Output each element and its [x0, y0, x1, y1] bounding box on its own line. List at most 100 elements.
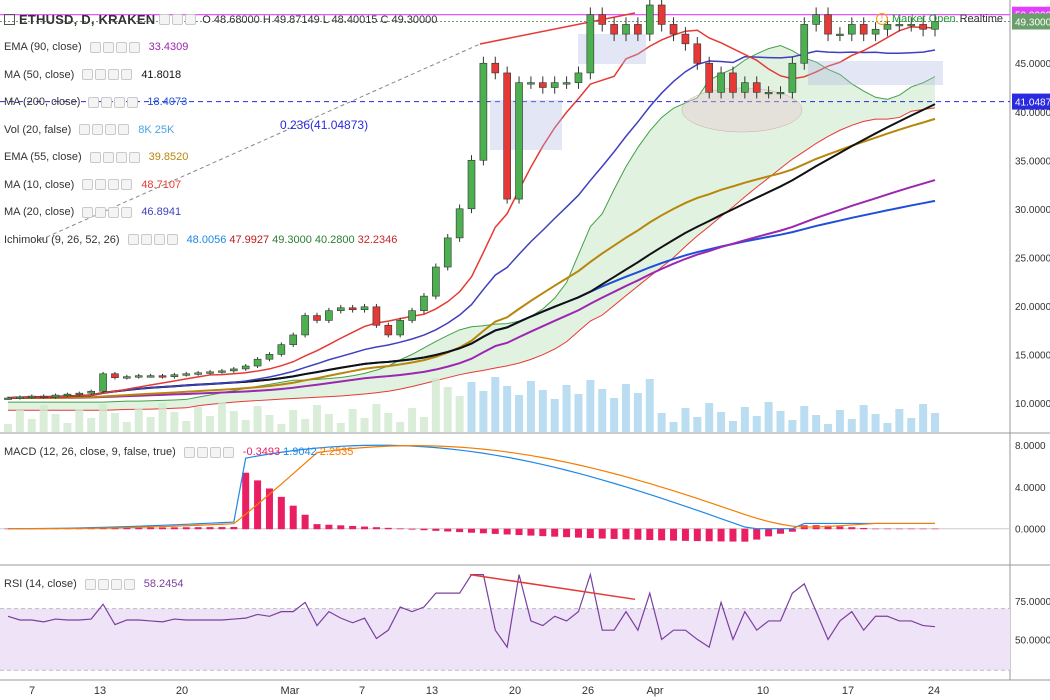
macd-histogram-bar [123, 527, 131, 530]
rsi-divergence-line [469, 573, 636, 601]
candle [907, 24, 916, 27]
indicator-name[interactable]: EMA (90, close) [4, 41, 82, 54]
indicator-name[interactable]: MA (200, close) [4, 96, 81, 109]
candle [574, 72, 583, 83]
candle [503, 72, 511, 200]
volume-bar [217, 402, 226, 432]
macd-histogram-bar [741, 528, 749, 542]
indicator-controls[interactable] [82, 179, 133, 191]
indicator-name[interactable]: EMA (55, close) [4, 151, 82, 164]
indicator-row[interactable]: EMA (55, close) 39.8520 [4, 144, 437, 172]
indicator-row[interactable]: Ichimoku (9, 26, 52, 26) 48.0056 47.9927 49… [4, 226, 437, 254]
indicator-controls[interactable] [79, 124, 130, 136]
x-tick-label: 20 [509, 685, 521, 697]
candle [729, 72, 737, 93]
indicator-controls[interactable] [82, 69, 133, 81]
indicator-name[interactable]: Ichimoku (9, 26, 52, 26) [4, 233, 120, 246]
candle [206, 371, 214, 374]
macd-controls[interactable] [183, 446, 234, 458]
candle [491, 62, 500, 74]
volume-bar [717, 412, 726, 432]
macd-histogram-bar [337, 525, 345, 530]
volume-bar [562, 385, 571, 432]
volume-bar [681, 408, 690, 432]
volume-bar [812, 415, 821, 432]
indicator-row[interactable]: Vol (20, false) 8K 25K [4, 116, 437, 144]
volume-bar [15, 410, 24, 432]
indicator-row[interactable]: MA (200, close) 18.4073 [4, 89, 437, 117]
macd-histogram-bar [408, 528, 416, 530]
volume-bar [27, 419, 36, 432]
volume-bar [170, 412, 179, 432]
candle [693, 43, 702, 64]
indicator-controls[interactable] [88, 96, 139, 108]
ichimoku-cloud [8, 45, 935, 411]
volume-bar [526, 381, 535, 432]
candle [788, 62, 797, 93]
macd-histogram-bar [361, 526, 369, 530]
candle [348, 307, 357, 311]
candle [336, 307, 345, 311]
macd-histogram-bar [563, 528, 571, 538]
market-open-label: Market Open [892, 13, 956, 25]
x-tick-label: 10 [757, 685, 769, 697]
macd-histogram-bar [610, 528, 618, 539]
volume-bar [467, 382, 476, 432]
volume-bar [265, 415, 274, 432]
macd-histogram-bar [420, 528, 428, 531]
consolidation-ellipse [681, 87, 803, 133]
candle [562, 82, 571, 85]
volume-bar [740, 407, 749, 432]
volume-bar [313, 405, 321, 432]
candle [800, 24, 809, 64]
x-tick-label: 13 [94, 685, 106, 697]
candle [16, 396, 24, 399]
volume-bar [883, 423, 892, 432]
volume-bar [206, 416, 215, 432]
volume-bar [51, 414, 60, 432]
indicator-row[interactable]: MA (10, close) 48.7107 [4, 171, 437, 199]
candle [313, 315, 321, 321]
macd-histogram-bar [396, 528, 404, 530]
indicator-row[interactable]: EMA (90, close) 33.4309 [4, 34, 437, 62]
indicator-controls[interactable] [89, 41, 140, 53]
indicator-row[interactable]: MA (20, close) 46.8941 [4, 199, 437, 227]
current-price-tag: 49.30000 [1015, 17, 1050, 28]
macd-histogram-bar [883, 528, 891, 530]
candle [218, 370, 226, 373]
symbol-controls[interactable] [159, 14, 197, 26]
macd-label[interactable]: MACD (12, 26, close, 9, false, true) [4, 446, 176, 458]
candle [657, 4, 666, 25]
candle [598, 14, 607, 25]
indicator-controls[interactable] [127, 234, 178, 246]
macd-histogram-bar [931, 528, 939, 530]
macd-histogram-bar [242, 472, 250, 530]
candle [99, 373, 107, 392]
volume-bar [610, 398, 619, 432]
volume-bar [146, 417, 155, 432]
indicator-name[interactable]: MA (20, close) [4, 206, 75, 219]
indicator-name[interactable]: MA (50, close) [4, 68, 75, 81]
volume-bar [419, 417, 428, 432]
symbol-title[interactable]: ETHUSD, D, KRAKEN [19, 12, 156, 28]
x-tick-label: 24 [928, 685, 940, 697]
macd-histogram-bar [658, 528, 666, 541]
indicator-row[interactable]: MA (50, close) 41.8018 [4, 61, 437, 89]
candle [622, 24, 630, 35]
macd-histogram-bar [551, 528, 559, 537]
candle [111, 373, 119, 378]
symbol-row: ETHUSD, D, KRAKEN O 48.68000 H 49.87149 … [4, 6, 437, 34]
rsi-label[interactable]: RSI (14, close) [4, 578, 77, 590]
collapse-icon[interactable] [4, 14, 15, 26]
indicator-name[interactable]: MA (10, close) [4, 178, 75, 191]
volume-bar [586, 380, 595, 432]
rsi-controls[interactable] [84, 578, 135, 590]
volume-bar [657, 413, 666, 432]
indicator-controls[interactable] [82, 206, 133, 218]
volume-bar [764, 402, 773, 432]
indicator-name[interactable]: Vol (20, false) [4, 123, 72, 136]
indicator-controls[interactable] [89, 151, 140, 163]
macd-histogram-bar [705, 528, 713, 542]
candle [527, 82, 535, 85]
